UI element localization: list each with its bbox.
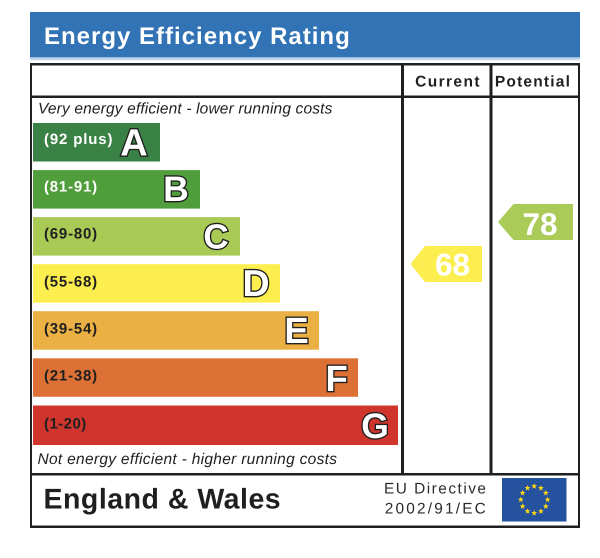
svg-text:Very energy efficient - lower: Very energy efficient - lower running co… [38, 100, 333, 117]
svg-text:G: G [361, 406, 389, 446]
svg-text:A: A [120, 122, 147, 164]
svg-text:Energy Efficiency Rating: Energy Efficiency Rating [44, 23, 351, 50]
svg-text:(21-38): (21-38) [44, 368, 98, 385]
svg-text:B: B [163, 169, 189, 209]
svg-text:68: 68 [435, 246, 470, 282]
svg-text:Not energy efficient - higher: Not energy efficient - higher running co… [38, 451, 338, 468]
svg-text:C: C [203, 218, 228, 257]
svg-text:(55-68): (55-68) [44, 273, 98, 290]
svg-text:(81-91): (81-91) [44, 178, 98, 195]
svg-text:Potential: Potential [495, 73, 571, 90]
svg-text:(39-54): (39-54) [44, 320, 98, 337]
svg-text:F: F [326, 358, 348, 399]
svg-text:England & Wales: England & Wales [44, 484, 282, 516]
svg-text:Current: Current [415, 73, 481, 90]
svg-text:(92 plus): (92 plus) [44, 131, 113, 148]
svg-text:EU Directive: EU Directive [384, 481, 488, 498]
svg-text:(1-20): (1-20) [44, 416, 87, 433]
svg-text:(69-80): (69-80) [44, 225, 98, 242]
svg-text:D: D [242, 262, 269, 304]
svg-text:2002/91/EC: 2002/91/EC [385, 500, 488, 517]
svg-text:78: 78 [522, 206, 557, 242]
svg-text:E: E [284, 310, 308, 351]
